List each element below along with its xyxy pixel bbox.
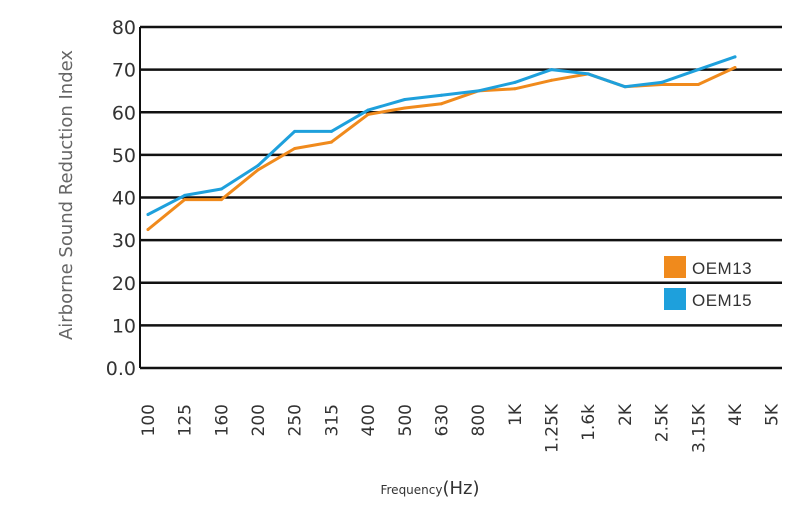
data-point [550,68,554,72]
data-point [513,80,517,84]
x-tick-label: 160 [212,404,232,436]
data-point [329,140,333,144]
y-tick-label: 40 [112,188,136,210]
y-tick-labels: 0.0 10 20 30 40 50 60 70 80 [106,17,136,380]
x-tick-label: 200 [249,404,269,436]
data-point [146,213,150,217]
data-point [256,164,260,168]
data-point [439,102,443,106]
y-tick-label: 50 [112,145,136,167]
x-axis-label-main: Frequency [380,483,442,497]
y-axis-label: Airborne Sound Reduction Index [56,50,77,340]
legend-swatch [664,256,686,278]
data-point [293,146,297,150]
x-tick-label: 125 [176,404,196,436]
data-point [696,83,700,87]
y-tick-label: 70 [112,60,136,82]
y-tick-label: 80 [112,17,136,39]
series-lines [146,55,737,231]
data-point [329,129,333,133]
y-tick-label: 60 [112,102,136,124]
x-tick-label: 4K [726,403,746,426]
data-point [550,78,554,82]
data-point [403,106,407,110]
data-point [660,80,664,84]
series-line-oem13 [146,66,737,231]
data-point [293,129,297,133]
data-point [403,97,407,101]
data-point [183,193,187,197]
x-tick-label: 1.6k [579,404,599,441]
data-point [476,89,480,93]
x-axis-label: Frequency(Hz) [380,478,479,499]
data-point [439,93,443,97]
x-tick-label: 800 [469,404,489,436]
data-point [183,198,187,202]
x-tick-label: 1K [506,403,526,426]
data-point [733,55,737,59]
legend-label: OEM15 [692,291,752,310]
grid-lines [139,25,782,370]
data-point [256,168,260,172]
x-tick-label: 1.25K [543,403,563,453]
x-tick-label: 100 [139,404,159,436]
x-tick-label: 3.15K [689,403,709,453]
x-tick-label: 400 [359,404,379,436]
data-point [219,187,223,191]
x-tick-label: 250 [286,404,306,436]
y-tick-label: 10 [112,315,136,337]
x-tick-label: 630 [432,404,452,436]
legend: OEM13 OEM15 [664,256,752,310]
data-point [586,72,590,76]
legend-swatch [664,288,686,310]
data-point [146,227,150,231]
legend-label: OEM13 [692,259,752,278]
x-tick-label: 315 [322,404,342,436]
data-point [366,108,370,112]
x-tick-label: 2K [616,403,636,426]
x-axis-label-unit: (Hz) [442,478,479,499]
y-tick-label: 20 [112,273,136,295]
x-tick-labels: 100 125 160 200 250 315 400 500 630 800 1K 1.25K 1.6… [139,403,783,453]
data-point [623,85,627,89]
x-tick-label: 2.5K [653,403,673,442]
data-point [366,112,370,116]
data-point [696,68,700,72]
x-tick-label: 5K [763,403,783,426]
data-point [733,65,737,69]
data-point [219,198,223,202]
data-point [513,87,517,91]
y-tick-label: 0.0 [106,358,136,380]
series-line-oem15 [146,55,737,216]
y-tick-label: 30 [112,230,136,252]
x-tick-label: 500 [396,404,416,436]
